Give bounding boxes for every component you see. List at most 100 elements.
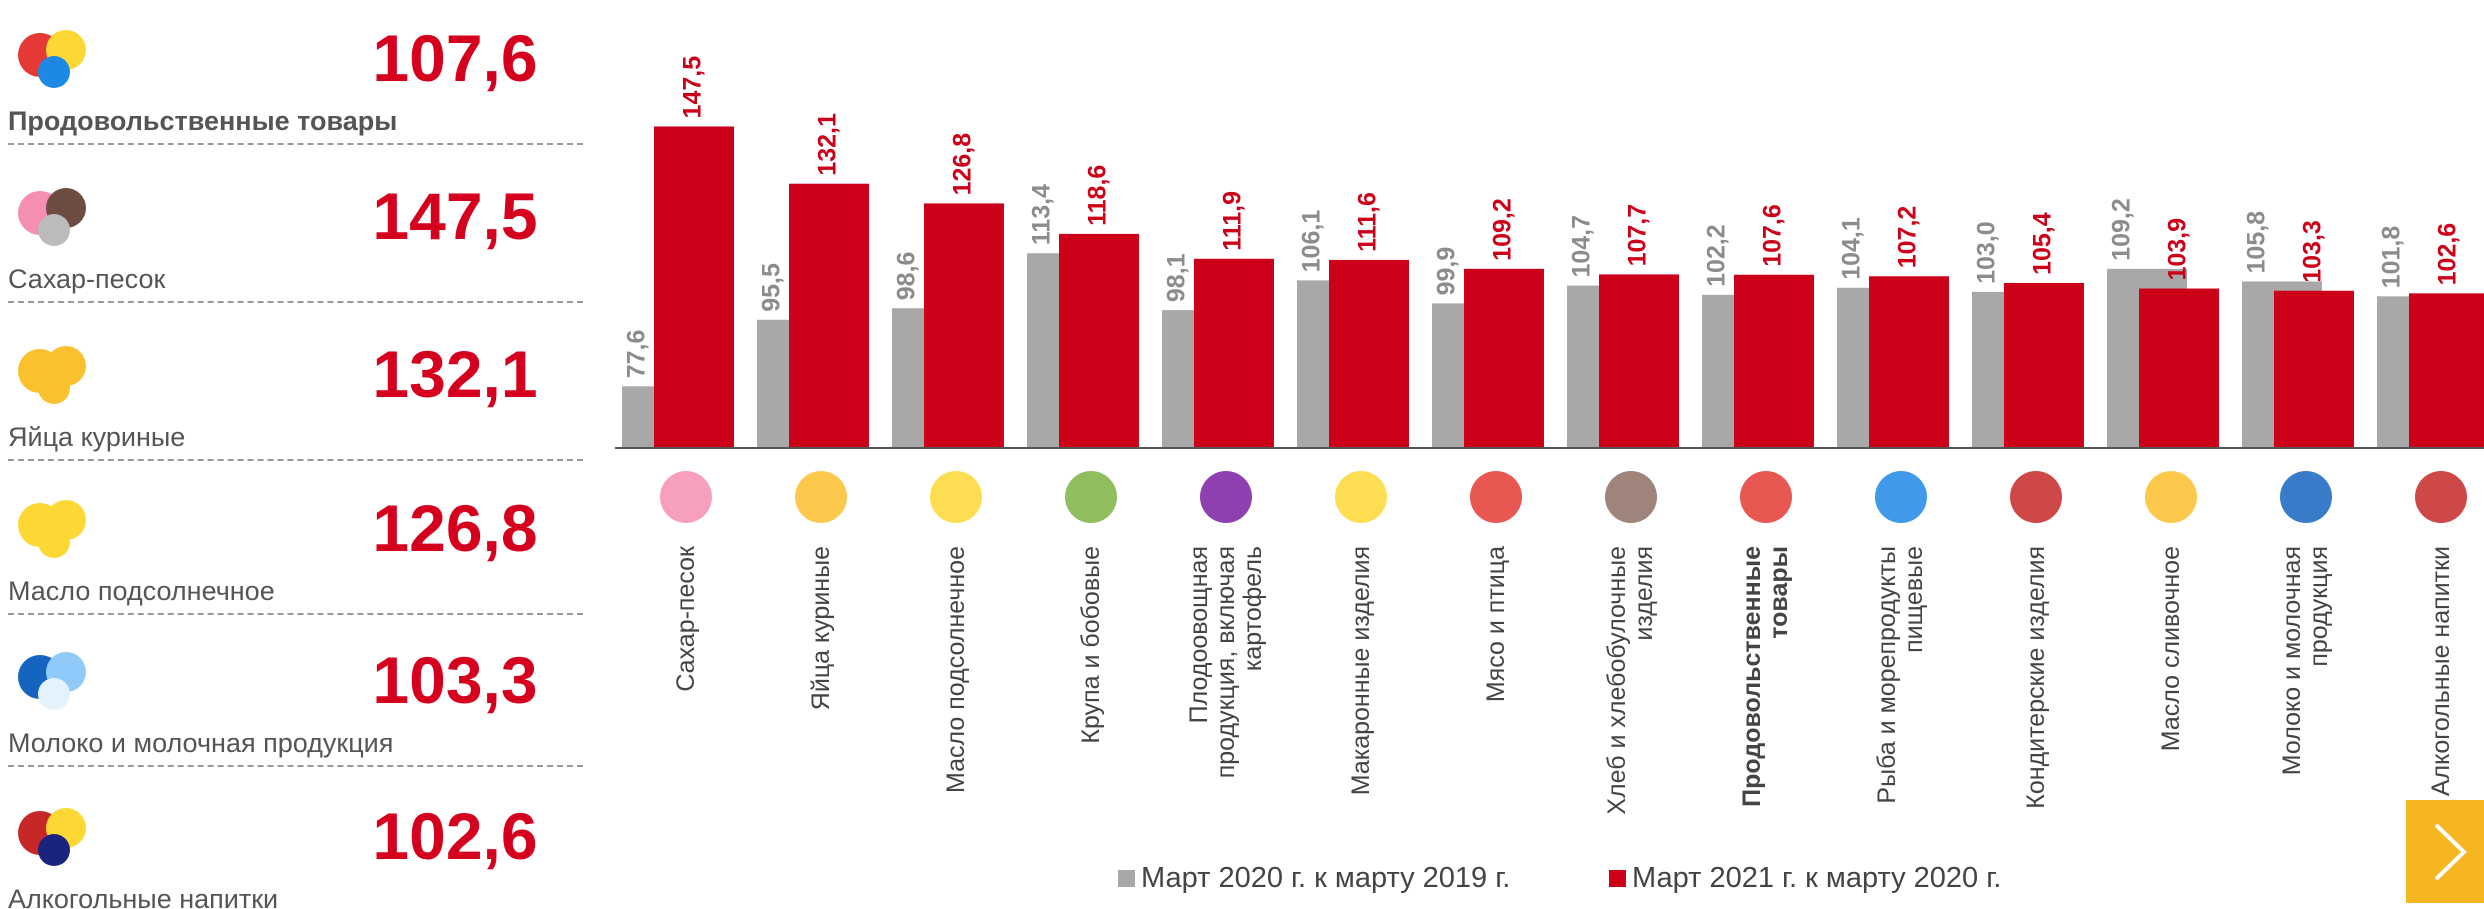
value-label: 113,4 [1028, 184, 1056, 245]
bar [654, 126, 734, 448]
chevron [2434, 823, 2467, 881]
value-label: 103,0 [1973, 221, 2001, 284]
category-label: Крупа и бобовые [1076, 546, 1105, 744]
bar [1194, 258, 1274, 448]
indicator-icon [18, 30, 86, 88]
value-label: 109,2 [2108, 198, 2136, 261]
category-icon [2415, 471, 2467, 523]
category-icon [1335, 471, 1387, 523]
separator [8, 765, 583, 767]
value-label: 107,2 [1894, 206, 1922, 269]
value-label: 103,3 [2299, 220, 2327, 283]
value-label: 111,6 [1354, 192, 1382, 252]
icon-part [38, 834, 70, 866]
indicator-value: 147,5 [372, 179, 538, 253]
separator [8, 613, 583, 615]
value-label: 77,6 [623, 330, 651, 379]
value-label: 101,8 [2378, 226, 2406, 289]
indicator-icon [18, 652, 86, 710]
value-label: 147,5 [679, 56, 707, 119]
bar [2139, 288, 2219, 448]
category-label: Плодоовощная продукция, включая картофел… [1184, 546, 1267, 779]
value-label: 95,5 [758, 263, 786, 312]
category-label: Масло подсолнечное [941, 546, 970, 793]
value-label: 103,9 [2164, 218, 2192, 281]
category-icon [2280, 471, 2332, 523]
value-label: 118,6 [1084, 165, 1112, 226]
indicator-value: 103,3 [372, 643, 538, 717]
category-label: Хлеб и хлебобулочные изделия [1603, 546, 1658, 815]
value-label: 107,7 [1624, 204, 1652, 267]
category-icon [1740, 471, 1792, 523]
category-icon [1875, 471, 1927, 523]
indicator-icon [18, 500, 86, 558]
bar [2274, 290, 2354, 448]
bar [1599, 274, 1679, 448]
bar [1329, 259, 1409, 448]
value-label: 105,4 [2029, 212, 2057, 275]
value-label: 126,8 [949, 133, 977, 196]
bar [924, 203, 1004, 448]
value-label: 102,6 [2434, 223, 2462, 286]
bar [1464, 268, 1544, 448]
value-label: 105,8 [2243, 211, 2271, 274]
category-label: Молоко и молочная продукция [2278, 546, 2333, 776]
bar [2004, 282, 2084, 448]
value-label: 98,6 [893, 252, 921, 301]
category-icon [930, 471, 982, 523]
separator [8, 301, 583, 303]
category-icon [2145, 471, 2197, 523]
category-label: Масло сливочное [2156, 546, 2185, 752]
indicator-label: Продовольственные товары [8, 106, 398, 136]
category-icon [660, 471, 712, 523]
category-label: Мясо и птица [1481, 546, 1510, 703]
icon-part [38, 56, 70, 88]
indicator-value: 102,6 [372, 799, 538, 873]
legend-swatch [1609, 870, 1626, 887]
bar [789, 183, 869, 448]
value-label: 132,1 [814, 113, 842, 176]
value-label: 98,1 [1163, 253, 1191, 302]
category-label: Рыба и морепродукты пищевые [1873, 546, 1928, 804]
icon-part [38, 526, 70, 558]
indicator-value: 132,1 [372, 337, 538, 411]
value-label: 109,2 [1489, 198, 1517, 261]
legend-text: Март 2021 г. к марту 2020 г. [1632, 862, 2002, 894]
icon-part [38, 214, 70, 246]
legend-swatch [1118, 870, 1135, 887]
category-icon [1470, 471, 1522, 523]
bar [2409, 293, 2484, 448]
category-label: Продовольственные товары [1738, 546, 1793, 807]
value-label: 104,7 [1568, 215, 1596, 278]
indicator-label: Сахар-песок [8, 264, 166, 294]
bar [1869, 276, 1949, 448]
category-label: Сахар-песок [671, 546, 700, 692]
category-label: Алкогольные напитки [2426, 546, 2455, 797]
indicator-value: 107,6 [372, 21, 538, 95]
legend-entry: Март 2021 г. к марту 2020 г. [1609, 862, 2001, 895]
bar [1059, 233, 1139, 448]
value-label: 102,2 [1703, 224, 1731, 287]
indicator-icon [18, 188, 86, 246]
indicator-label: Молоко и молочная продукция [8, 728, 394, 758]
separator [8, 459, 583, 461]
value-label: 99,9 [1433, 247, 1461, 296]
category-label: Яйца куриные [806, 546, 835, 711]
bar [1734, 274, 1814, 448]
indicator-label: Алкогольные напитки [8, 884, 279, 909]
value-label: 107,6 [1759, 204, 1787, 267]
separator [8, 143, 583, 145]
icon-part [38, 678, 70, 710]
indicator-icon [18, 346, 86, 404]
category-icon [1065, 471, 1117, 523]
category-icon [1200, 471, 1252, 523]
next-button[interactable] [2406, 800, 2484, 903]
indicator-value: 126,8 [372, 491, 538, 565]
value-label: 111,9 [1219, 191, 1247, 251]
legend-entry: Март 2020 г. к марту 2019 г. [1118, 862, 1510, 895]
indicator-label: Масло подсолнечное [8, 576, 275, 606]
category-icon [2010, 471, 2062, 523]
indicator-icon [18, 808, 86, 866]
